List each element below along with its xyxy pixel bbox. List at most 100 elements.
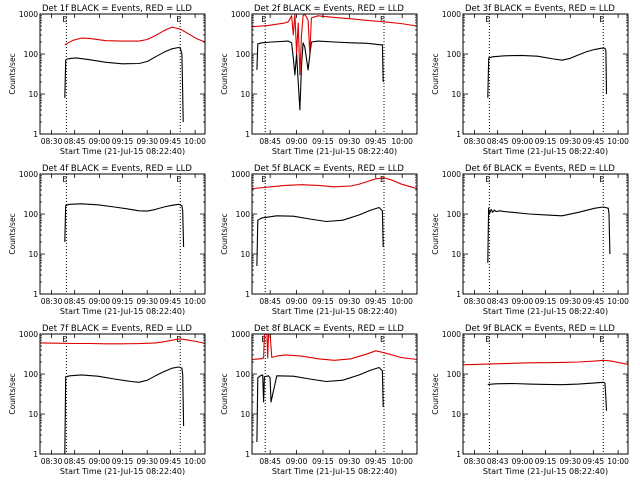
marker-label: E xyxy=(599,15,604,24)
y-tick-label: 1000 xyxy=(19,330,38,339)
series-line-lld xyxy=(251,13,418,76)
x-axis-label: Start Time (21-Jul-15 08:22:40) xyxy=(272,147,397,156)
y-axis-label: Counts/sec xyxy=(220,373,229,414)
x-tick-label: 10:00 xyxy=(391,137,413,146)
y-tick-label: 10 xyxy=(451,90,461,99)
y-tick-label: 1000 xyxy=(19,170,38,179)
y-tick-label: 100 xyxy=(236,210,251,219)
y-tick-label: 100 xyxy=(24,50,39,59)
marker-label: E xyxy=(485,15,490,24)
x-tick-label: 10:00 xyxy=(391,457,413,466)
y-tick-label: 1000 xyxy=(19,10,38,19)
x-tick-label: 10:00 xyxy=(607,137,629,146)
x-tick-label: 09:15 xyxy=(312,137,334,146)
x-tick-label: 09:45 xyxy=(160,457,182,466)
y-axis-label: Counts/sec xyxy=(431,213,440,254)
x-tick-label: 09:45 xyxy=(365,457,387,466)
panel-title: Det 4f BLACK = Events, RED = LLD xyxy=(42,164,192,174)
x-tick-label: 08:30 xyxy=(41,137,63,146)
y-tick-label: 10 xyxy=(28,410,38,419)
panel-title: Det 7f BLACK = Events, RED = LLD xyxy=(42,324,192,334)
x-axis-label: Start Time (21-Jul-15 08:22:40) xyxy=(483,307,608,316)
x-tick-label: 08:45 xyxy=(64,457,86,466)
series-line-events xyxy=(64,46,184,123)
x-axis-label: Start Time (21-Jul-15 08:22:40) xyxy=(272,307,397,316)
series-line-lld xyxy=(64,26,206,46)
y-tick-label: 1 xyxy=(33,290,38,299)
x-tick-label: 08:30 xyxy=(41,297,63,306)
y-tick-label: 1 xyxy=(245,130,250,139)
y-axis-label: Counts/sec xyxy=(220,53,229,94)
x-tick-label: 09:00 xyxy=(512,457,534,466)
y-axis-label: Counts/sec xyxy=(8,213,17,254)
x-axis-label: Start Time (21-Jul-15 08:22:40) xyxy=(60,467,185,476)
marker-label: E xyxy=(380,15,385,24)
y-axis-label: Counts/sec xyxy=(431,53,440,94)
x-tick-label: 08:45 xyxy=(259,457,281,466)
x-tick-label: 09:30 xyxy=(136,137,158,146)
x-axis-label: Start Time (21-Jul-15 08:22:40) xyxy=(272,467,397,476)
y-tick-label: 1 xyxy=(456,450,461,459)
marker-label: E xyxy=(261,175,266,184)
marker-label: E xyxy=(176,175,181,184)
x-tick-label: 10:00 xyxy=(607,297,629,306)
y-tick-label: 100 xyxy=(236,370,251,379)
series-line-events xyxy=(256,366,384,443)
x-axis-label: Start Time (21-Jul-15 08:22:40) xyxy=(60,307,185,316)
x-tick-label: 09:30 xyxy=(559,457,581,466)
y-tick-label: 100 xyxy=(236,50,251,59)
x-tick-label: 08:30 xyxy=(464,457,486,466)
x-tick-label: 09:00 xyxy=(89,457,111,466)
x-tick-label: 09:30 xyxy=(559,137,581,146)
x-tick-label: 09:00 xyxy=(89,137,111,146)
y-tick-label: 100 xyxy=(447,210,462,219)
y-tick-label: 1 xyxy=(456,290,461,299)
y-tick-label: 1 xyxy=(456,130,461,139)
x-tick-label: 09:15 xyxy=(112,137,134,146)
y-tick-label: 100 xyxy=(24,370,39,379)
y-tick-label: 100 xyxy=(447,50,462,59)
series-line-events xyxy=(256,40,384,111)
y-tick-label: 1 xyxy=(33,450,38,459)
x-tick-label: 08:43 xyxy=(487,457,509,466)
x-tick-label: 09:15 xyxy=(112,457,134,466)
x-tick-label: 08:45 xyxy=(64,297,86,306)
marker-label: E xyxy=(599,335,604,344)
x-tick-label: 09:30 xyxy=(339,137,361,146)
x-tick-label: 09:00 xyxy=(512,137,534,146)
x-tick-label: 09:30 xyxy=(559,297,581,306)
series-line-events xyxy=(487,381,608,411)
x-tick-label: 10:00 xyxy=(184,297,206,306)
y-tick-label: 1 xyxy=(33,130,38,139)
x-tick-label: 08:45 xyxy=(259,137,281,146)
plot-frame xyxy=(251,333,418,455)
x-tick-label: 09:15 xyxy=(535,297,557,306)
y-axis-label: Counts/sec xyxy=(8,53,17,94)
x-axis-label: Start Time (21-Jul-15 08:22:40) xyxy=(483,467,608,476)
series-line-events xyxy=(487,47,608,98)
y-axis-label: Counts/sec xyxy=(431,373,440,414)
x-tick-label: 08:43 xyxy=(487,297,509,306)
x-tick-label: 09:00 xyxy=(512,297,534,306)
panel-title: Det 5f BLACK = Events, RED = LLD xyxy=(254,164,404,174)
x-tick-label: 08:45 xyxy=(64,137,86,146)
x-axis-label: Start Time (21-Jul-15 08:22:40) xyxy=(60,147,185,156)
y-tick-label: 1 xyxy=(245,450,250,459)
x-tick-label: 09:00 xyxy=(286,297,308,306)
plot-frame xyxy=(251,13,418,135)
panel-title: Det 3f BLACK = Events, RED = LLD xyxy=(465,4,615,14)
x-tick-label: 09:15 xyxy=(535,137,557,146)
panel-title: Det 2f BLACK = Events, RED = LLD xyxy=(254,4,404,14)
x-tick-label: 09:45 xyxy=(160,137,182,146)
plot-frame xyxy=(251,173,418,295)
y-tick-label: 1000 xyxy=(231,170,250,179)
x-tick-label: 08:30 xyxy=(41,457,63,466)
